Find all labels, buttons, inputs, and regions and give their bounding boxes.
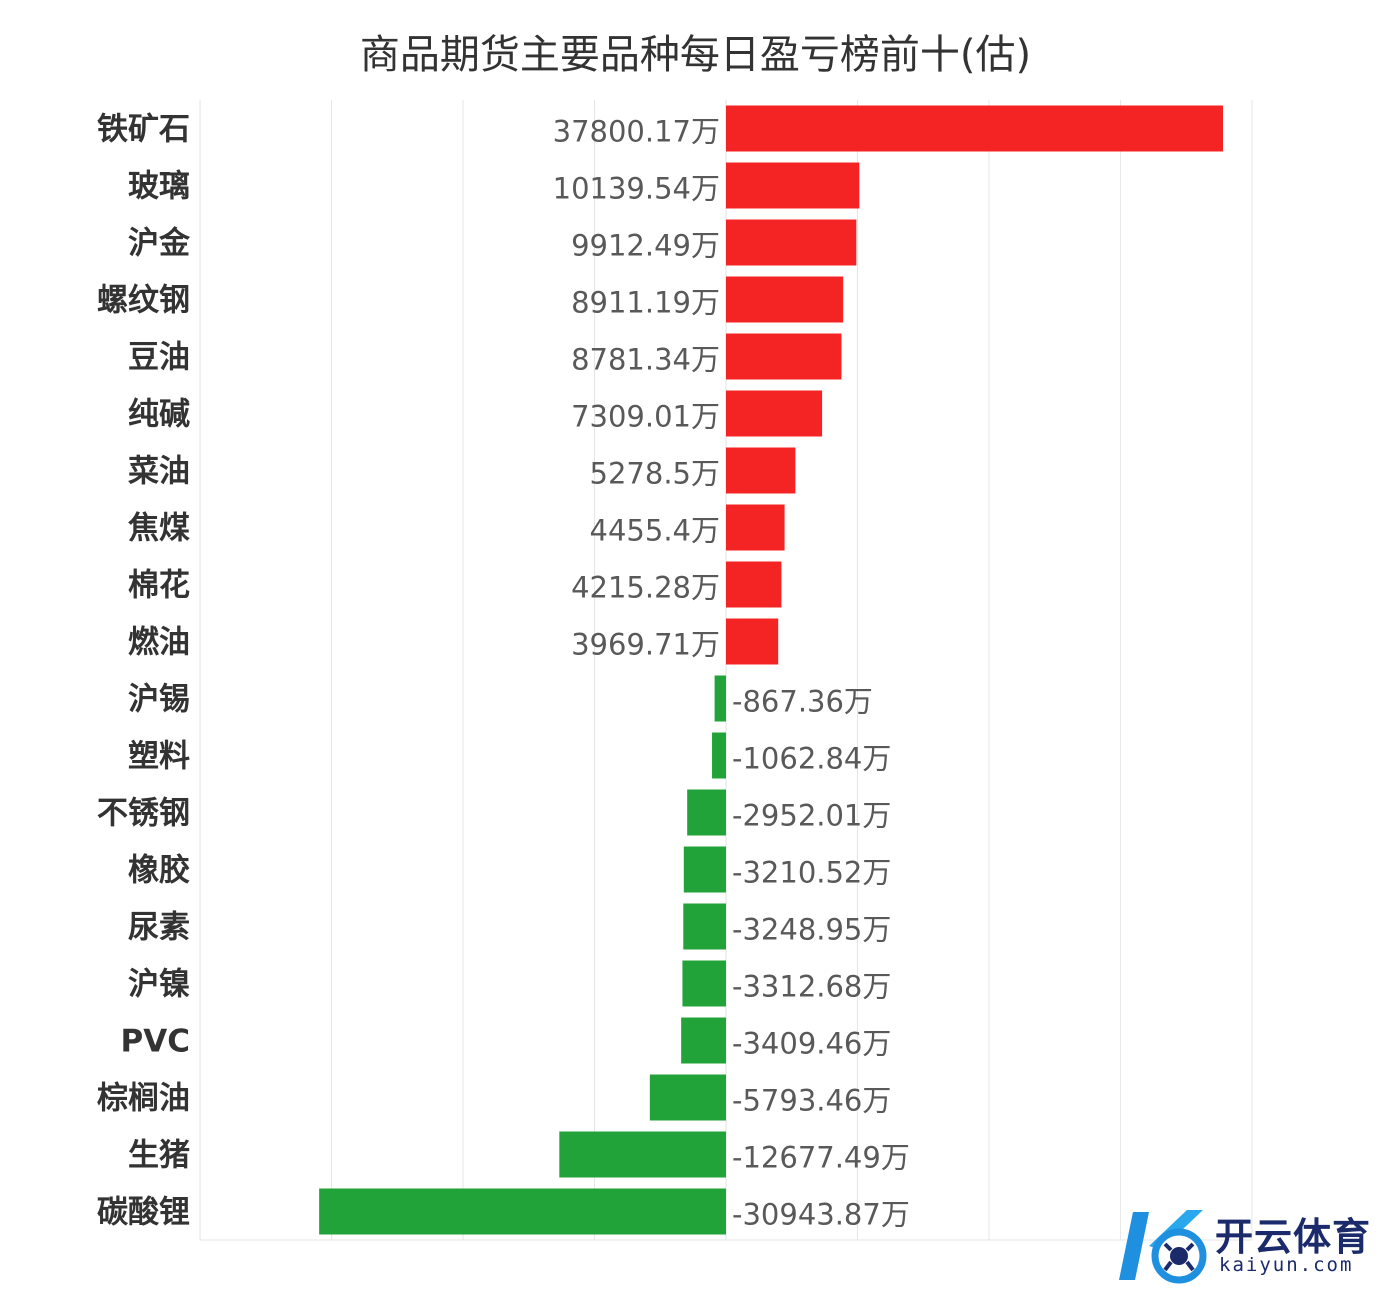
- bar-9: [726, 618, 779, 665]
- bar-11: [712, 732, 726, 779]
- bar-18: [559, 1131, 726, 1178]
- bar-13: [683, 846, 726, 893]
- bars-layer: [319, 105, 1223, 1235]
- category-label: 纯碱: [128, 397, 190, 433]
- value-label: -3409.46万: [732, 1027, 891, 1061]
- category-label: 碳酸锂: [97, 1195, 190, 1231]
- bar-0: [726, 105, 1223, 152]
- category-label: 塑料: [128, 739, 190, 775]
- value-label: 8781.34万: [571, 343, 720, 377]
- bar-14: [683, 903, 726, 950]
- bar-15: [682, 960, 726, 1007]
- value-label: 3969.71万: [571, 628, 720, 662]
- category-label: 橡胶: [128, 853, 190, 889]
- category-label: 尿素: [128, 910, 190, 946]
- value-label: 5278.5万: [590, 457, 720, 491]
- category-label: 不锈钢: [97, 796, 190, 832]
- value-labels: 37800.17万 10139.54万 9912.49万 8911.19万 8781.3…: [553, 115, 910, 1232]
- category-label: 豆油: [128, 340, 190, 376]
- grid-layer: [199, 100, 1253, 1241]
- value-label: -3248.95万: [732, 913, 891, 947]
- category-label: 棉花: [128, 568, 190, 604]
- category-label: PVC: [121, 1024, 190, 1060]
- bar-2: [726, 219, 857, 266]
- bar-19: [319, 1188, 726, 1235]
- category-label: 铁矿石: [97, 112, 190, 148]
- bar-17: [649, 1074, 726, 1121]
- bar-1: [726, 162, 860, 209]
- kaiyun-logo-icon: [1119, 1210, 1207, 1284]
- value-label: 4455.4万: [590, 514, 720, 548]
- value-label: 10139.54万: [553, 172, 720, 206]
- bar-5: [726, 390, 823, 437]
- category-label: 螺纹钢: [97, 283, 190, 319]
- bar-8: [726, 561, 782, 608]
- value-label: 4215.28万: [571, 571, 720, 605]
- category-label: 沪金: [128, 226, 191, 262]
- watermark-brand: 开云体育: [1215, 1215, 1372, 1259]
- value-label: 9912.49万: [571, 229, 720, 263]
- bar-16: [681, 1017, 726, 1064]
- category-label: 燃油: [128, 625, 190, 661]
- category-label: 沪锡: [128, 682, 190, 718]
- value-label: 7309.01万: [571, 400, 720, 434]
- watermark-url: kaiyun.com: [1219, 1254, 1354, 1276]
- value-label: -3312.68万: [732, 970, 891, 1004]
- value-label: -867.36万: [732, 685, 873, 719]
- value-label: -3210.52万: [732, 856, 891, 890]
- bar-4: [726, 333, 842, 380]
- value-label: -30943.87万: [732, 1198, 910, 1232]
- bar-12: [687, 789, 726, 836]
- value-label: -2952.01万: [732, 799, 891, 833]
- category-label: 玻璃: [128, 169, 190, 205]
- category-label: 菜油: [128, 454, 190, 490]
- bar-6: [726, 447, 796, 494]
- value-label: 8911.19万: [571, 286, 720, 320]
- chart-title: 商品期货主要品种每日盈亏榜前十(估): [359, 32, 1032, 78]
- value-label: -12677.49万: [732, 1141, 910, 1175]
- category-label: 生猪: [128, 1138, 190, 1174]
- bar-3: [726, 276, 844, 323]
- category-label: 棕榈油: [97, 1081, 190, 1117]
- bar-10: [714, 675, 726, 722]
- value-label: -1062.84万: [732, 742, 891, 776]
- value-label: -5793.46万: [732, 1084, 891, 1118]
- category-label: 焦煤: [128, 511, 190, 547]
- category-label: 沪镍: [128, 967, 190, 1003]
- value-label: 37800.17万: [553, 115, 720, 149]
- kaiyun-watermark: 开云体育 kaiyun.com: [1105, 1200, 1385, 1290]
- bar-7: [726, 504, 785, 551]
